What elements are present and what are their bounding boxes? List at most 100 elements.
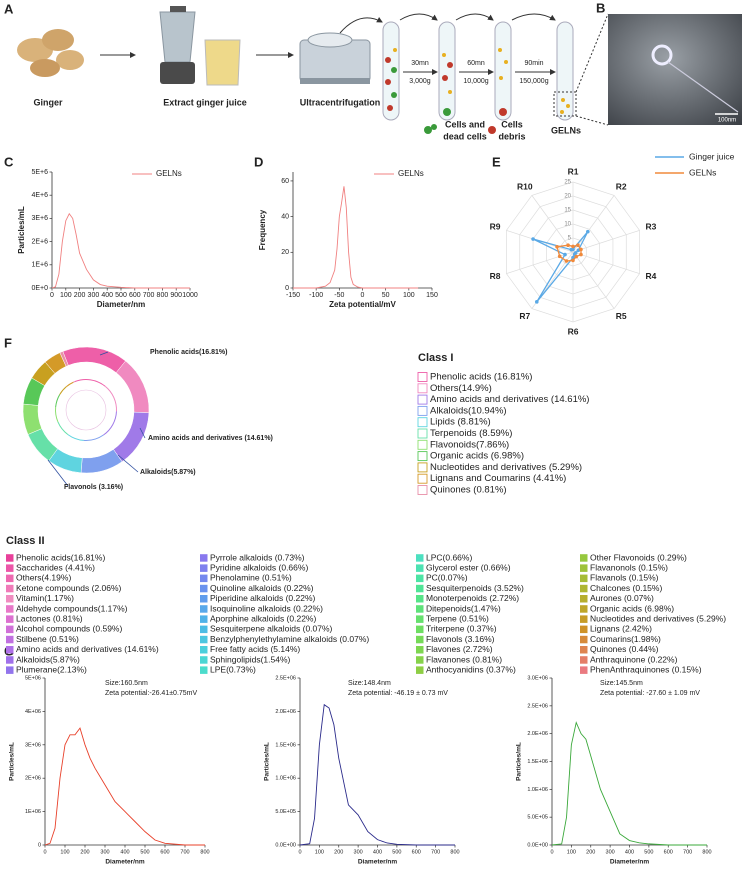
y-axis-label: Particles/mL xyxy=(264,742,271,781)
annotation: Size:160.5nm xyxy=(105,680,148,687)
spin-force: 10,000g xyxy=(463,78,488,85)
y-tick-label: 2.5E+06 xyxy=(275,675,296,681)
legend-label: GELNs xyxy=(156,169,182,178)
axis-label: R8 xyxy=(490,271,501,281)
legend-swatch xyxy=(580,554,588,562)
series-line xyxy=(51,212,190,289)
ring-segment xyxy=(62,346,126,374)
legend-swatch xyxy=(6,656,14,664)
y-tick-label: 4E+6 xyxy=(31,192,48,199)
leader-line xyxy=(47,459,69,487)
x-tick-label: 500 xyxy=(644,849,653,855)
legend-swatch xyxy=(417,428,428,439)
x-tick-label: 400 xyxy=(625,849,634,855)
legend-label: Phenolic acids (16.81%) xyxy=(430,372,532,383)
x-tick-label: 300 xyxy=(88,292,100,299)
y-tick-label: 0 xyxy=(285,285,289,292)
series-line xyxy=(532,231,589,303)
r-tick-label: 10 xyxy=(564,222,571,228)
legend-swatch xyxy=(580,656,588,664)
x-axis-label: Diameter/nm xyxy=(610,859,650,866)
annotation: Zeta potential: -27.60 ± 1.09 mV xyxy=(600,690,700,697)
legend-swatch xyxy=(416,615,424,623)
legend-swatch xyxy=(200,656,208,664)
arrow xyxy=(339,16,383,34)
legend-swatch xyxy=(417,462,428,473)
legend-label: GELNs xyxy=(689,167,716,177)
x-tick-label: 200 xyxy=(334,849,343,855)
legend-swatch xyxy=(200,615,208,623)
legend-swatch xyxy=(6,646,14,654)
legend-label: Phenolamine (0.51%) xyxy=(210,573,292,583)
x-tick-label: 700 xyxy=(143,292,155,299)
x-tick-label: 600 xyxy=(160,849,169,855)
legend-swatch xyxy=(417,383,428,394)
y-axis-label: Particles/mL xyxy=(516,742,523,781)
series-line xyxy=(551,721,707,846)
axis xyxy=(299,678,455,846)
y-tick-label: 5E+6 xyxy=(31,169,48,176)
legend-label: Amino acids and derivatives (14.61%) xyxy=(16,644,159,654)
centrifuge-illustration xyxy=(299,32,371,84)
x-tick-label: 100 xyxy=(60,849,69,855)
panel-label: C xyxy=(4,154,14,169)
legend-swatch xyxy=(6,584,14,593)
legend-swatch xyxy=(6,625,14,634)
x-tick-label: 50 xyxy=(382,292,390,299)
inner-ring xyxy=(65,389,107,431)
legend-label: Free fatty acids (5.14%) xyxy=(210,644,300,654)
point xyxy=(566,243,570,248)
x-tick-label: 200 xyxy=(586,849,595,855)
legend-swatch xyxy=(416,554,424,562)
legend-label: PhenAnthraquinones (0.15%) xyxy=(590,664,702,674)
y-tick-label: 3E+06 xyxy=(25,742,41,748)
y-tick-label: 0 xyxy=(38,842,41,848)
r-tick-label: 15 xyxy=(564,208,571,214)
legend-swatch xyxy=(6,605,14,613)
legend-swatch xyxy=(580,666,588,674)
legend-label: Lignans and Coumarins (4.41%) xyxy=(430,473,566,484)
legend-swatch xyxy=(417,451,428,462)
legend-label: Aldehyde compounds(1.17%) xyxy=(16,603,128,613)
x-tick-label: 900 xyxy=(170,292,182,299)
legend-label: Pyridine alkaloids (0.66%) xyxy=(210,562,308,572)
x-axis-label: Zeta potential/mV xyxy=(329,300,396,309)
y-axis-label: Particles/mL xyxy=(17,206,26,254)
legend-swatch xyxy=(200,564,208,572)
x-tick-label: 300 xyxy=(100,849,109,855)
x-tick-label: 700 xyxy=(431,849,440,855)
legend-label: Organic acids (6.98%) xyxy=(590,603,674,613)
legend-label: Ginger juice xyxy=(689,151,735,161)
legend-swatch xyxy=(580,574,588,583)
leader-line xyxy=(99,351,109,356)
pellet-label: debris xyxy=(498,131,525,141)
y-tick-label: 5E+06 xyxy=(25,675,41,681)
inner-branch xyxy=(83,434,104,441)
x-tick-label: 500 xyxy=(140,849,149,855)
legend-label: Vitamin(1.17%) xyxy=(16,593,74,603)
legend-label: Others(4.19%) xyxy=(16,573,71,583)
legend-label: Piperidine alkaloids (0.22%) xyxy=(210,593,316,603)
x-tick-label: 300 xyxy=(606,849,615,855)
y-tick-label: 1.5E+06 xyxy=(275,742,296,748)
legend-label: GELNs xyxy=(398,169,424,178)
legend-swatch xyxy=(6,666,14,674)
x-tick-label: 800 xyxy=(157,292,169,299)
x-tick-label: 1000 xyxy=(182,292,198,299)
legend-swatch xyxy=(416,605,424,613)
legend-swatch xyxy=(417,394,428,405)
legend-label: Sphingolipids(1.54%) xyxy=(210,654,290,664)
legend-label: Sesquiterpene alkaloids (0.07%) xyxy=(210,624,333,634)
legend-swatch xyxy=(580,646,588,654)
step-label: Ultracentrifugation xyxy=(300,97,381,107)
legend-label: Quinones (0.81%) xyxy=(430,485,507,496)
legend-label: Other Flavonoids (0.29%) xyxy=(590,552,687,562)
legend-swatch xyxy=(417,372,428,382)
pellet-label: Cells xyxy=(501,119,523,129)
y-tick-label: 60 xyxy=(281,178,289,185)
x-tick-label: 800 xyxy=(702,849,711,855)
legend-label: Amino acids and derivatives (14.61%) xyxy=(430,394,589,405)
series-line xyxy=(299,703,455,846)
point xyxy=(571,244,575,249)
